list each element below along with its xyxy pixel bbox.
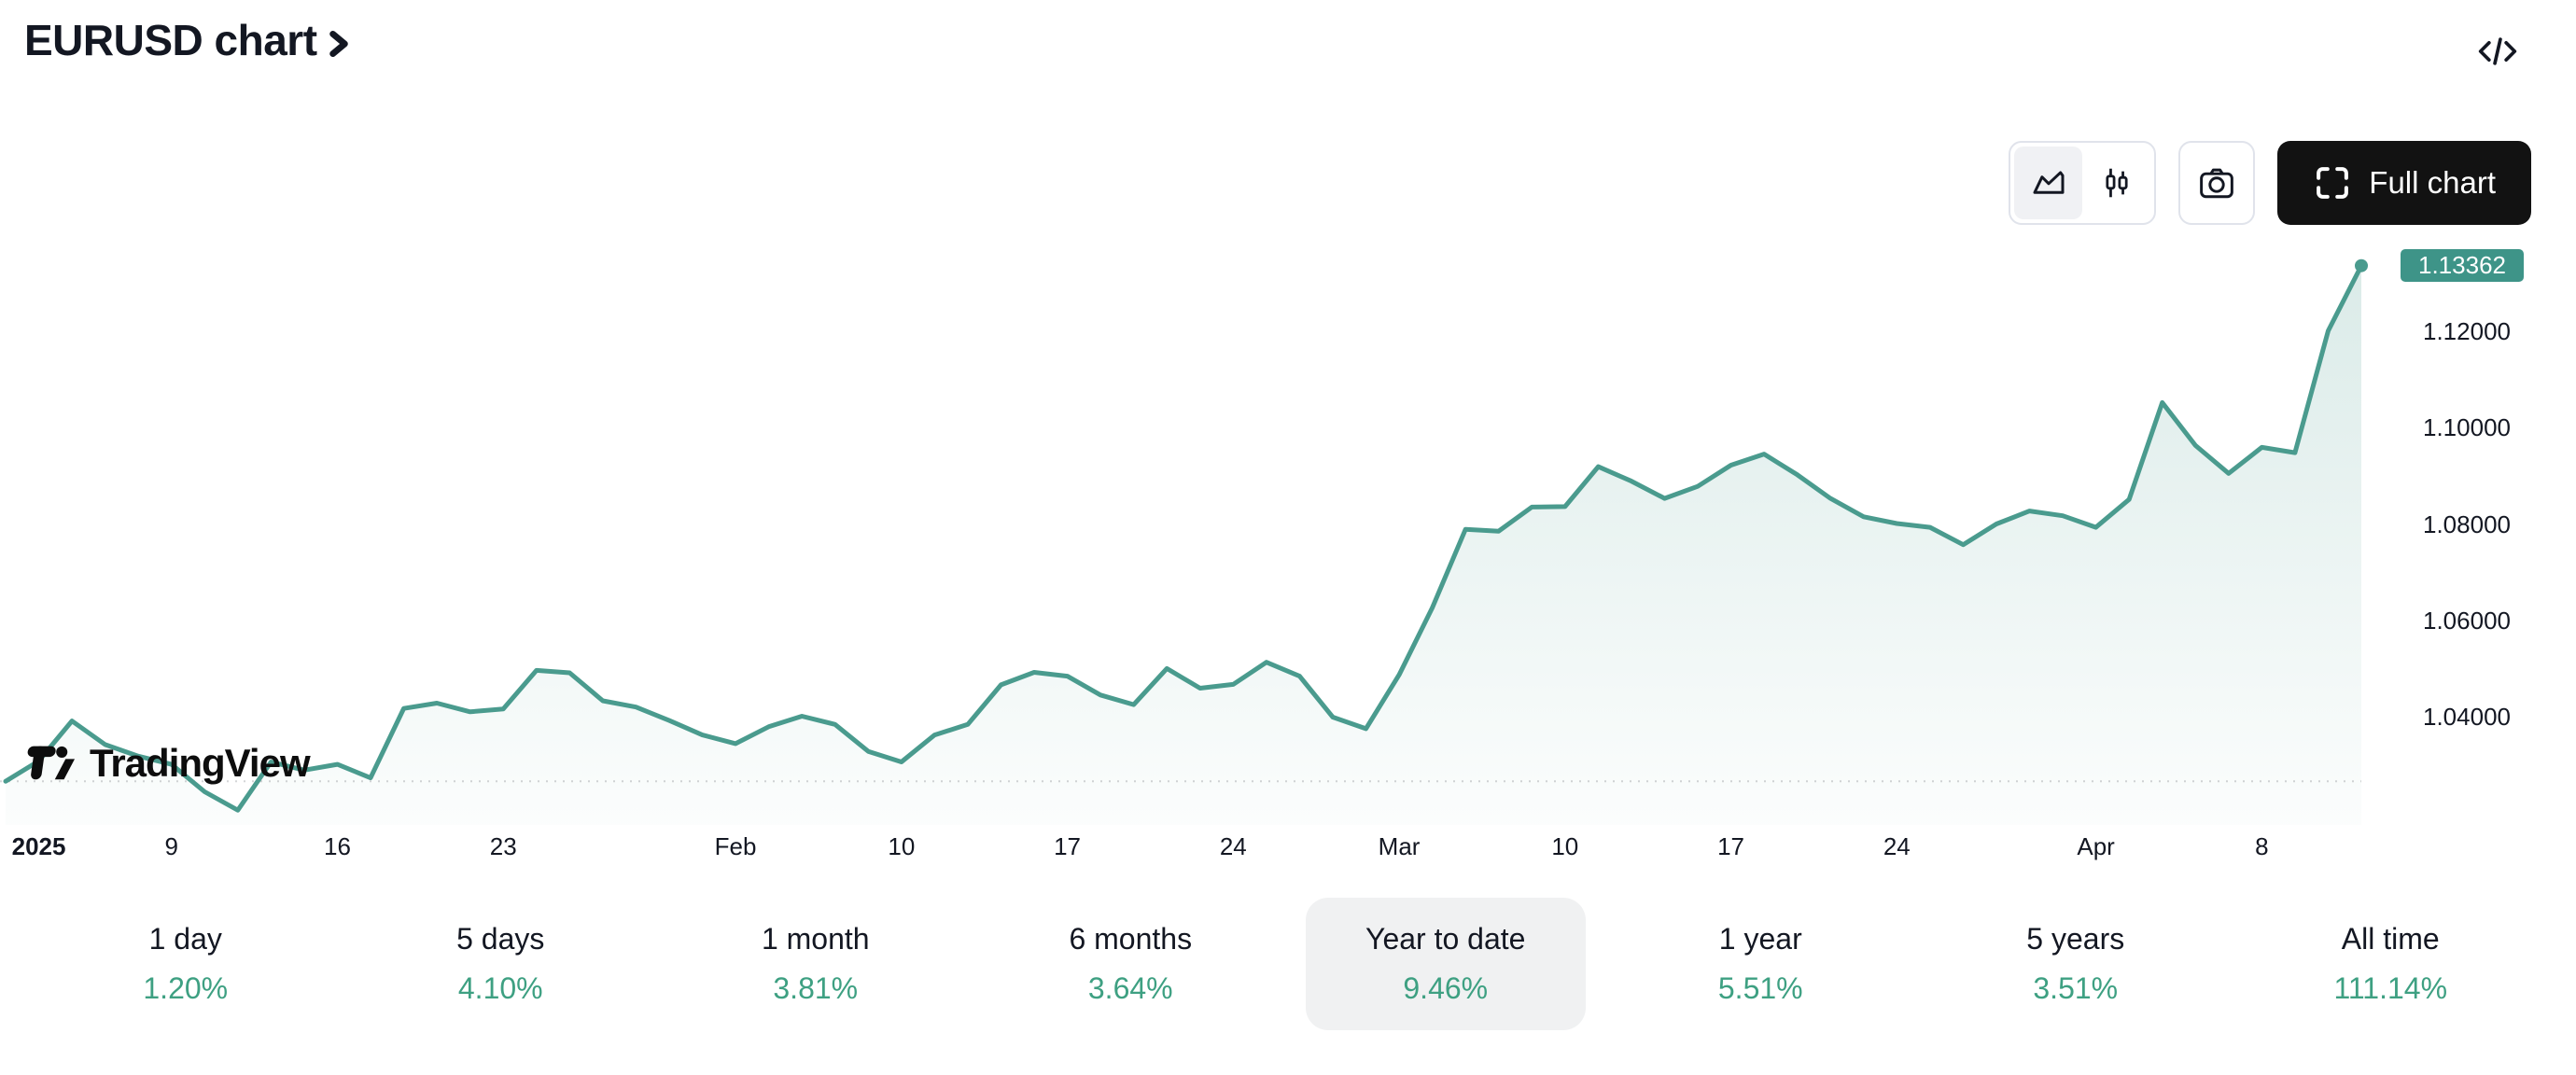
tradingview-logo-icon: [27, 746, 76, 780]
y-axis-tick-label: 1.06000: [2423, 606, 2511, 635]
last-price-dot: [2355, 258, 2368, 272]
period-item-1-day[interactable]: 1 day 1.20%: [28, 898, 343, 1030]
x-axis-tick-label: 24: [1219, 832, 1247, 860]
period-label: Year to date: [1365, 922, 1526, 956]
period-change-value: 1.20%: [143, 971, 229, 1005]
x-axis-tick-label: Apr: [2077, 832, 2115, 860]
period-pill[interactable]: 1 month 3.81%: [676, 898, 956, 1030]
period-item-5-years[interactable]: 5 years 3.51%: [1918, 898, 2233, 1030]
x-axis-tick-label: 24: [1883, 832, 1911, 860]
period-item-6-months[interactable]: 6 months 3.64%: [973, 898, 1289, 1030]
x-axis-tick-label: 23: [489, 832, 517, 860]
period-pill[interactable]: 1 day 1.20%: [46, 898, 326, 1030]
period-label: 6 months: [1069, 922, 1193, 956]
x-axis-tick-label: 8: [2255, 832, 2269, 860]
period-label: All time: [2341, 922, 2440, 956]
period-pill[interactable]: 6 months 3.64%: [990, 898, 1270, 1030]
period-pill[interactable]: 5 years 3.51%: [1936, 898, 2216, 1030]
y-axis-tick-label: 1.08000: [2423, 510, 2511, 538]
chart-toolbar: Full chart: [2009, 141, 2531, 225]
chevron-right-icon: [327, 28, 351, 60]
price-chart-plot[interactable]: TradingView 1.13362 1.12000 1.10000 1.0800…: [0, 0, 2576, 877]
period-label: 5 years: [2026, 922, 2125, 956]
period-change-value: 3.64%: [1087, 971, 1173, 1005]
period-item-1-year[interactable]: 1 year 5.51%: [1603, 898, 1919, 1030]
period-label: 1 year: [1718, 922, 1802, 956]
area-chart-canvas: [0, 258, 2368, 825]
x-axis-tick-label: 17: [1054, 832, 1082, 860]
period-pill[interactable]: Year to date 9.46%: [1305, 898, 1586, 1030]
period-change-value: 111.14%: [2333, 971, 2448, 1005]
area-chart-icon: [2033, 171, 2065, 194]
x-axis-tick-label: Mar: [1378, 832, 1421, 860]
period-change-value: 3.51%: [2033, 971, 2119, 1005]
tradingview-watermark-text: TradingView: [90, 741, 311, 785]
x-axis-tick-label: 10: [888, 832, 916, 860]
period-change-value: 9.46%: [1403, 971, 1489, 1005]
y-axis-tick-label: 1.12000: [2423, 317, 2511, 345]
y-axis-tick-label: 1.04000: [2423, 703, 2511, 731]
code-embed-icon[interactable]: [2477, 35, 2518, 72]
date-range-selector: 1 day 1.20% 5 days 4.10% 1 month 3.81% 6 month…: [0, 898, 2576, 1030]
period-change-value: 4.10%: [457, 971, 543, 1005]
x-axis-tick-label: 9: [164, 832, 178, 860]
y-axis-tick-label: 1.10000: [2423, 413, 2511, 442]
period-item-year-to-date[interactable]: Year to date 9.46%: [1288, 898, 1603, 1030]
period-item-1-month[interactable]: 1 month 3.81%: [658, 898, 973, 1030]
candlestick-chart-style-button[interactable]: [2082, 147, 2150, 219]
period-label: 5 days: [456, 922, 545, 956]
period-pill[interactable]: 1 year 5.51%: [1620, 898, 1900, 1030]
symbol-title-link[interactable]: EURUSD chart: [24, 15, 351, 65]
camera-icon: [2200, 168, 2234, 199]
full-chart-label: Full chart: [2369, 165, 2496, 200]
page-title: EURUSD chart: [24, 16, 317, 64]
x-axis-tick-label: 17: [1717, 832, 1745, 860]
period-label: 1 month: [761, 922, 870, 956]
period-pill[interactable]: 5 days 4.10%: [360, 898, 640, 1030]
period-item-5-days[interactable]: 5 days 4.10%: [343, 898, 659, 1030]
x-axis-tick-label: 2025: [11, 832, 66, 860]
x-axis-tick-label: 16: [324, 832, 351, 860]
chart-type-segmented-control: [2009, 141, 2157, 225]
tradingview-watermark-link[interactable]: TradingView: [22, 741, 311, 786]
fullscreen-corners-icon: [2317, 167, 2349, 199]
period-change-value: 3.81%: [773, 971, 859, 1005]
price-line: [3, 263, 2364, 813]
x-axis-tick-label: Feb: [714, 832, 757, 860]
candlestick-chart-icon: [2106, 168, 2128, 198]
period-pill[interactable]: All time 111.14%: [2250, 898, 2530, 1030]
area-chart-style-button[interactable]: [2014, 147, 2083, 219]
full-chart-button[interactable]: Full chart: [2277, 141, 2531, 225]
period-label: 1 day: [148, 922, 222, 956]
area-fill: [6, 265, 2361, 825]
snapshot-button[interactable]: [2178, 141, 2256, 225]
period-item-all-time[interactable]: All time 111.14%: [2233, 898, 2549, 1030]
x-axis-tick-label: 10: [1551, 832, 1579, 860]
period-change-value: 5.51%: [1717, 971, 1803, 1005]
last-price-badge: 1.13362: [2401, 249, 2524, 283]
